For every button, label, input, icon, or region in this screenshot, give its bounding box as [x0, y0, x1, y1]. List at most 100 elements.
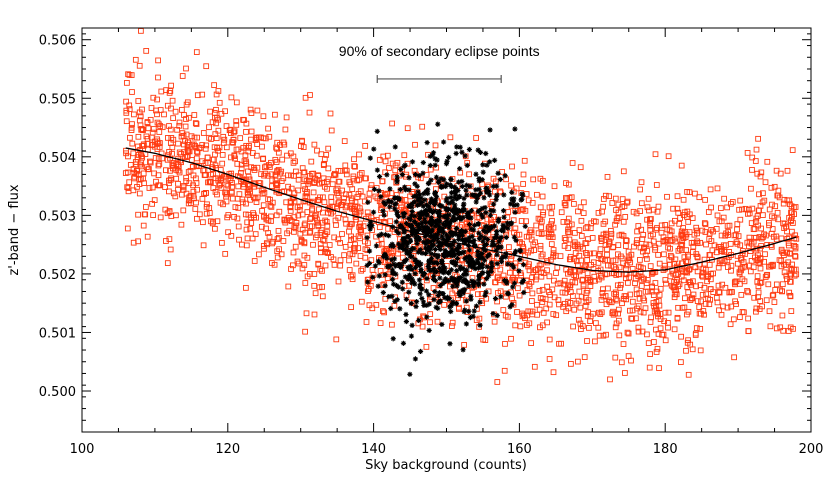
eclipse-point — [428, 268, 434, 274]
data-point — [614, 282, 621, 289]
data-point — [268, 204, 275, 210]
data-point — [751, 294, 758, 301]
data-point — [529, 298, 535, 304]
data-point — [349, 205, 355, 212]
data-point — [509, 163, 515, 170]
data-point — [576, 252, 583, 259]
data-point — [772, 203, 779, 210]
data-point — [679, 305, 686, 311]
data-point — [728, 267, 734, 274]
data-point — [251, 214, 257, 221]
data-point — [331, 172, 337, 179]
eclipse-point — [440, 139, 447, 145]
eclipse-point — [471, 263, 477, 269]
eclipse-point — [493, 247, 499, 253]
data-point — [398, 204, 405, 211]
data-point — [243, 158, 249, 165]
data-point — [563, 308, 570, 315]
eclipse-point — [466, 221, 473, 228]
data-point — [346, 257, 352, 264]
eclipse-point — [403, 311, 409, 318]
eclipse-point — [482, 224, 488, 230]
data-point — [203, 203, 210, 210]
data-point — [131, 175, 137, 182]
data-point — [128, 127, 135, 133]
data-point — [781, 252, 787, 259]
eclipse-point — [495, 170, 501, 176]
eclipse-point — [479, 177, 485, 183]
eclipse-point — [471, 308, 477, 314]
eclipse-point — [409, 204, 415, 210]
eclipse-point — [446, 278, 452, 284]
data-point — [629, 298, 636, 305]
data-point — [337, 262, 344, 269]
data-point — [377, 268, 384, 274]
data-point — [123, 110, 130, 116]
data-point — [155, 74, 161, 81]
data-point — [737, 197, 744, 204]
data-point — [618, 359, 625, 366]
data-point — [206, 134, 212, 141]
data-point — [155, 140, 162, 147]
data-point — [610, 244, 616, 251]
data-point — [272, 171, 279, 178]
data-point — [635, 328, 642, 335]
data-point — [356, 151, 362, 158]
data-point — [456, 304, 462, 311]
eclipse-point — [428, 215, 434, 221]
eclipse-point — [419, 250, 425, 256]
data-point — [638, 200, 645, 207]
data-point — [159, 124, 166, 131]
data-point — [543, 305, 550, 312]
data-point — [384, 275, 391, 282]
data-point — [260, 156, 266, 162]
data-point — [620, 168, 627, 175]
eclipse-point — [401, 229, 407, 235]
data-point — [143, 48, 150, 54]
data-point — [196, 211, 203, 218]
data-point — [150, 212, 156, 218]
eclipse-range-annotation: 90% of secondary eclipse points — [339, 43, 540, 83]
data-point — [620, 341, 627, 347]
eclipse-point — [493, 193, 500, 199]
eclipse-point — [456, 208, 463, 214]
data-point — [708, 227, 715, 233]
eclipse-point — [430, 150, 437, 156]
data-point — [308, 158, 315, 165]
eclipse-point — [409, 322, 415, 328]
data-point — [497, 288, 504, 295]
data-point — [671, 260, 677, 267]
data-point — [556, 301, 562, 308]
eclipse-point — [513, 248, 519, 254]
data-point — [766, 206, 773, 213]
data-point — [648, 288, 655, 295]
data-point — [591, 250, 597, 257]
eclipse-point — [421, 302, 427, 309]
data-point — [545, 225, 552, 232]
eclipse-point — [433, 219, 439, 225]
data-point — [170, 159, 177, 166]
data-point — [308, 214, 314, 221]
data-point — [618, 253, 624, 260]
data-point — [215, 116, 221, 123]
data-point — [726, 249, 732, 255]
data-point — [512, 270, 519, 276]
eclipse-point — [401, 259, 407, 265]
data-point — [586, 325, 592, 331]
data-point — [652, 246, 658, 253]
data-point — [540, 177, 546, 184]
eclipse-point — [490, 239, 496, 245]
data-point — [503, 176, 509, 183]
data-point — [647, 263, 654, 269]
data-point — [562, 201, 569, 208]
eclipse-point — [424, 226, 430, 232]
data-point — [176, 149, 183, 156]
eclipse-point — [456, 277, 462, 283]
eclipse-point — [429, 209, 436, 216]
eclipse-point — [375, 283, 381, 289]
data-point — [441, 302, 447, 308]
data-point — [268, 218, 274, 224]
data-point — [348, 237, 354, 243]
data-point — [387, 218, 394, 225]
eclipse-point — [364, 262, 370, 269]
